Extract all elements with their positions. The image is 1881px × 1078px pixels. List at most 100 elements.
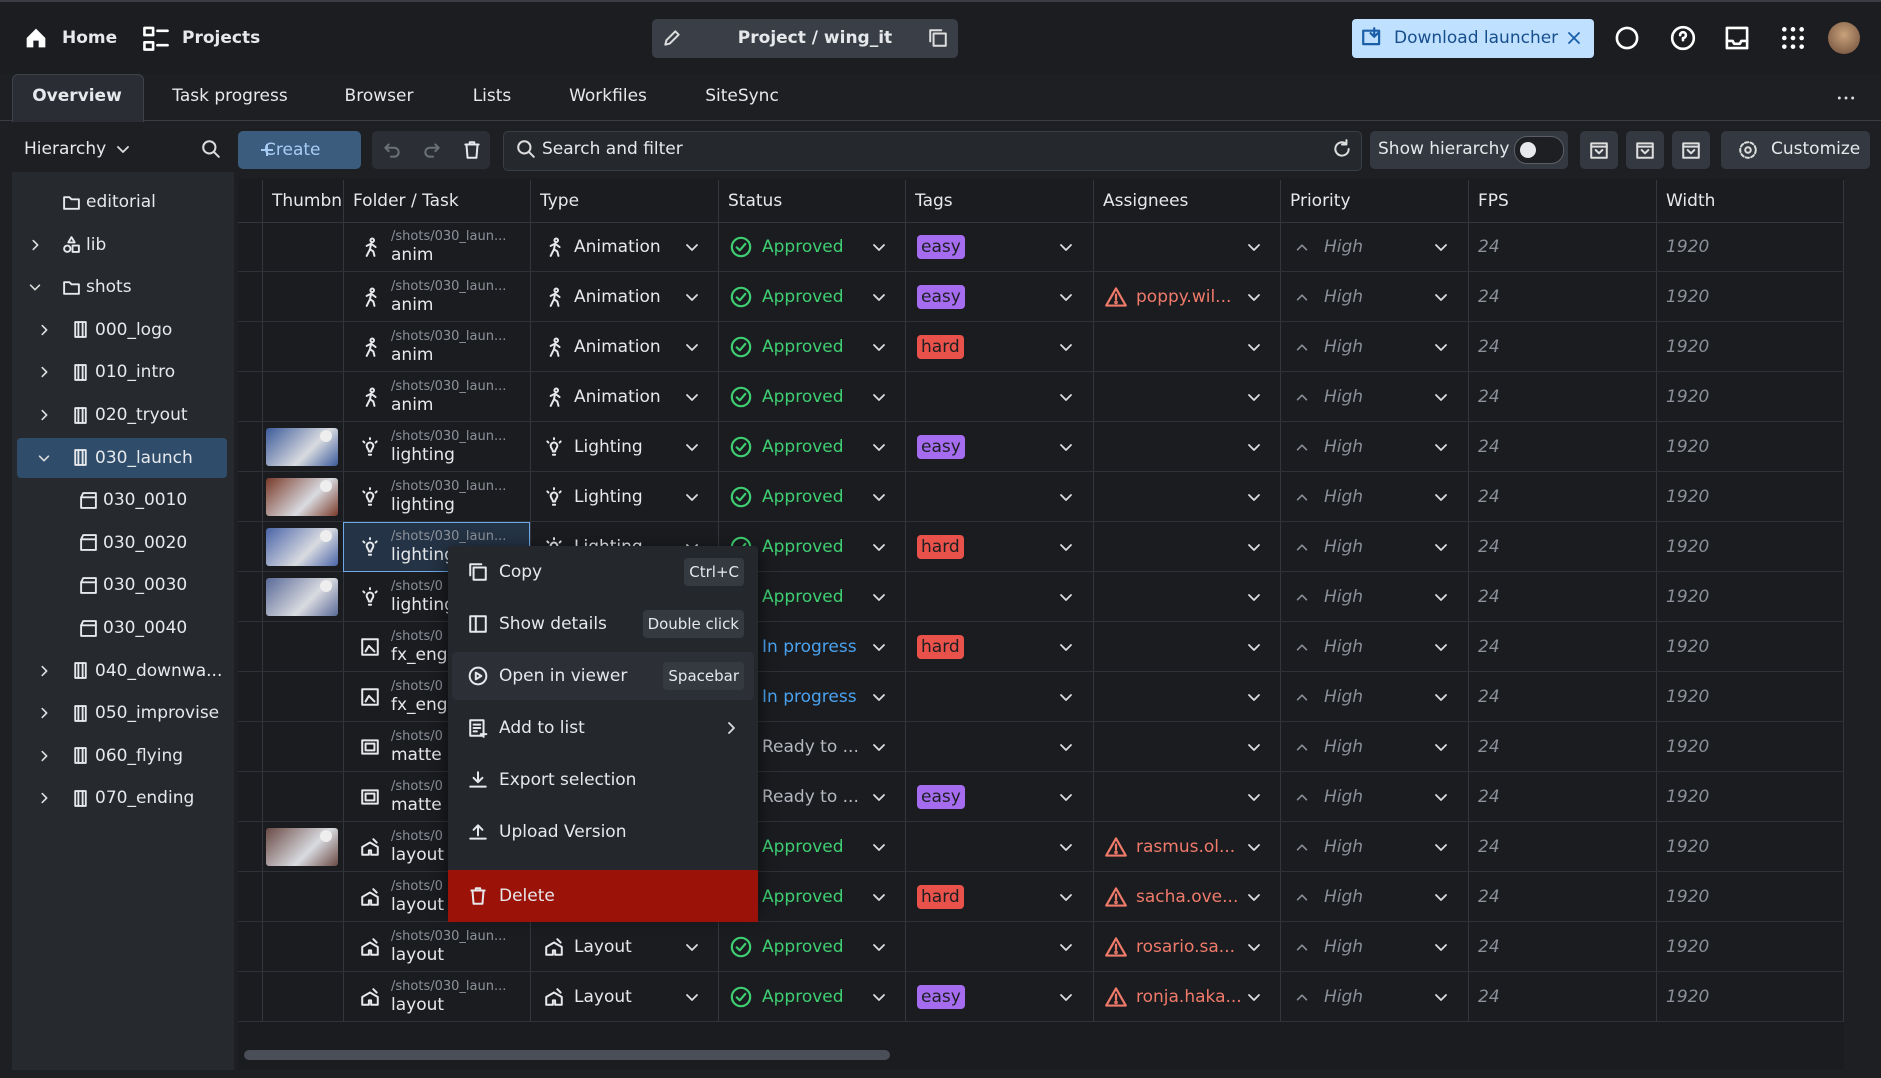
- status[interactable]: Ready to ...: [762, 787, 859, 807]
- icon-button[interactable]: [1580, 131, 1618, 169]
- tag[interactable]: hard: [917, 335, 964, 359]
- tree-item[interactable]: 030_0030: [103, 575, 188, 596]
- type[interactable]: Animation: [574, 387, 661, 407]
- task-name[interactable]: anim: [391, 395, 434, 415]
- priority[interactable]: High: [1324, 437, 1364, 457]
- download-box[interactable]: [1352, 19, 1594, 58]
- tab[interactable]: Overview: [32, 86, 122, 106]
- tree-item[interactable]: 050_improvise: [95, 703, 220, 724]
- tree-item[interactable]: 030_launch: [95, 447, 193, 468]
- status[interactable]: Approved: [762, 487, 844, 507]
- tree-item[interactable]: shots: [86, 277, 132, 298]
- assignee[interactable]: rosario.sa...: [1136, 937, 1235, 957]
- download-text[interactable]: Download launcher: [1394, 28, 1559, 48]
- status[interactable]: Approved: [762, 237, 844, 257]
- type[interactable]: Layout: [574, 987, 632, 1007]
- priority[interactable]: High: [1324, 987, 1364, 1007]
- menu-item[interactable]: Copy: [499, 562, 543, 582]
- column-header[interactable]: Type: [540, 191, 580, 211]
- column-header[interactable]: Tags: [915, 191, 953, 211]
- menu-item[interactable]: Export selection: [499, 770, 637, 790]
- tag[interactable]: hard: [917, 535, 964, 559]
- type[interactable]: Lighting: [574, 487, 643, 507]
- assignee[interactable]: rasmus.ol...: [1136, 837, 1236, 857]
- tree-item[interactable]: lib: [86, 234, 107, 255]
- status[interactable]: Approved: [762, 337, 844, 357]
- priority[interactable]: High: [1324, 487, 1364, 507]
- status[interactable]: In progress: [762, 637, 857, 657]
- tag[interactable]: easy: [917, 435, 965, 459]
- tree-item[interactable]: 000_logo: [95, 319, 173, 340]
- project-box[interactable]: [652, 19, 958, 58]
- status[interactable]: Approved: [762, 837, 844, 857]
- priority[interactable]: High: [1324, 287, 1364, 307]
- task-name[interactable]: matte: [391, 795, 442, 815]
- task-name[interactable]: lighting: [391, 445, 455, 465]
- create-button[interactable]: [238, 131, 361, 169]
- projects-link[interactable]: Projects: [182, 28, 261, 48]
- tag[interactable]: easy: [917, 285, 965, 309]
- tab[interactable]: SiteSync: [705, 86, 779, 106]
- tree-item[interactable]: 020_tryout: [95, 405, 188, 425]
- tree-item[interactable]: 030_0020: [103, 532, 188, 553]
- menu-item[interactable]: Open in viewer: [499, 666, 628, 686]
- column-header[interactable]: Status: [728, 191, 783, 211]
- task-name[interactable]: lighting: [391, 545, 455, 565]
- status[interactable]: Ready to ...: [762, 737, 859, 757]
- assignee[interactable]: sacha.ove...: [1136, 887, 1239, 907]
- status[interactable]: Approved: [762, 287, 844, 307]
- priority[interactable]: High: [1324, 587, 1364, 607]
- status[interactable]: Approved: [762, 587, 844, 607]
- tree-item[interactable]: editorial: [86, 192, 156, 212]
- task-name[interactable]: fx_eng: [391, 645, 448, 665]
- priority[interactable]: High: [1324, 737, 1364, 757]
- tag[interactable]: easy: [917, 785, 965, 809]
- menu-item[interactable]: Upload Version: [499, 822, 627, 842]
- menu-item[interactable]: Show details: [499, 614, 607, 634]
- priority[interactable]: High: [1324, 837, 1364, 857]
- status[interactable]: In progress: [762, 687, 857, 707]
- type[interactable]: Lighting: [574, 437, 643, 457]
- priority[interactable]: High: [1324, 337, 1364, 357]
- priority[interactable]: High: [1324, 537, 1364, 557]
- menu-item[interactable]: Delete: [499, 886, 555, 906]
- task-name[interactable]: anim: [391, 295, 434, 315]
- priority[interactable]: High: [1324, 887, 1364, 907]
- tree-item[interactable]: 040_downwa...: [95, 660, 223, 681]
- task-name[interactable]: layout: [391, 845, 445, 865]
- tree-item[interactable]: 060_flying: [95, 745, 184, 766]
- task-name[interactable]: matte: [391, 745, 442, 765]
- home-link[interactable]: Home: [62, 28, 118, 48]
- status[interactable]: Approved: [762, 937, 844, 957]
- icon-button[interactable]: [1626, 131, 1664, 169]
- task-name[interactable]: fx_eng: [391, 695, 448, 715]
- tree-item[interactable]: 010_intro: [95, 362, 176, 383]
- assignee[interactable]: poppy.wil...: [1136, 287, 1232, 307]
- column-header[interactable]: FPS: [1478, 191, 1509, 211]
- tree-item[interactable]: 070_ending: [95, 788, 195, 809]
- tab[interactable]: Lists: [472, 86, 512, 106]
- column-header[interactable]: Width: [1666, 191, 1716, 211]
- tag[interactable]: easy: [917, 235, 965, 259]
- status[interactable]: Approved: [762, 887, 844, 907]
- create-text[interactable]: Create: [264, 140, 321, 160]
- tab[interactable]: Browser: [344, 86, 414, 106]
- column-header[interactable]: Assignees: [1103, 191, 1189, 211]
- task-name[interactable]: layout: [391, 895, 445, 915]
- column-header[interactable]: Priority: [1290, 191, 1351, 211]
- tree-item[interactable]: 030_0040: [103, 618, 188, 638]
- type[interactable]: Animation: [574, 237, 661, 257]
- search-box[interactable]: [503, 131, 1362, 171]
- status[interactable]: Approved: [762, 437, 844, 457]
- tag[interactable]: hard: [917, 635, 964, 659]
- priority[interactable]: High: [1324, 787, 1364, 807]
- hierarchy-label[interactable]: Hierarchy: [24, 139, 107, 159]
- tag[interactable]: hard: [917, 885, 964, 909]
- type[interactable]: Animation: [574, 287, 661, 307]
- task-name[interactable]: lighting: [391, 595, 455, 615]
- priority[interactable]: High: [1324, 387, 1364, 407]
- icon-button[interactable]: [1672, 131, 1710, 169]
- column-header[interactable]: Thumbn: [272, 191, 341, 211]
- tab[interactable]: Workfiles: [569, 86, 647, 106]
- column-header[interactable]: Folder / Task: [353, 191, 459, 211]
